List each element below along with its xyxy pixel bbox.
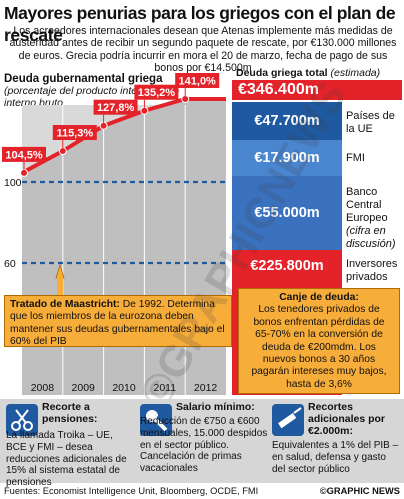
data-label-bg <box>52 125 97 141</box>
data-label: 127,8% <box>97 102 135 114</box>
data-label-bg <box>2 146 46 162</box>
syringe-icon <box>272 404 304 436</box>
debt-total-value: €346.400m <box>232 80 402 100</box>
page-title: Mayores penurias para los griegos con el… <box>4 3 396 45</box>
data-label: 135,2% <box>138 87 176 99</box>
maastricht-pointer-stem <box>57 277 63 296</box>
data-point <box>99 121 108 130</box>
credit: ©GRAPHIC NEWS <box>319 486 400 496</box>
data-label-bg <box>93 99 138 115</box>
x-tick-label: 2011 <box>154 382 177 394</box>
subtitle: Los acreedores internacionales desean qu… <box>9 25 397 75</box>
extra-cuts: Recortes adicionales por €2.000m: <box>308 401 386 437</box>
segment-ue: €47.700m <box>232 102 342 140</box>
pension-cut-text: La llamada Troika – UE, BCE y FMI – dese… <box>6 430 127 489</box>
canje-box: Canje de deuda: Los tenedores privados de… <box>238 288 400 394</box>
segment-fmi: €17.900m <box>232 140 342 176</box>
segment-bce: €55.000m <box>232 176 342 250</box>
label-bce: Banco Central Europeo (cifra en discusión) <box>346 186 396 250</box>
segment-ue-value: €47.700m <box>254 113 320 129</box>
data-point <box>20 168 28 177</box>
x-tick-label: 2009 <box>72 382 96 394</box>
y-tick-label: 100 <box>4 177 22 189</box>
label-ue: Países de la UE <box>346 110 395 135</box>
data-label-bg <box>134 84 179 100</box>
data-label: 115,3% <box>56 128 93 140</box>
data-label: 104,5% <box>5 149 43 161</box>
min-wage: Salario mínimo: <box>176 401 255 413</box>
segment-fmi-value: €17.900m <box>254 150 320 166</box>
pension-cut: Recorte a pensiones: <box>42 401 98 425</box>
bottom-strip <box>0 399 404 483</box>
sources: Fuentes: Economist Intelligence Unit, Bl… <box>4 486 259 496</box>
wrench-icon <box>140 404 172 436</box>
x-tick-label: 2010 <box>112 382 136 394</box>
debt-total-header: Deuda griega total (estimada) <box>236 67 381 79</box>
label-fmi: FMI <box>346 152 365 164</box>
scissors-icon <box>6 404 38 436</box>
data-point <box>140 106 149 115</box>
data-point <box>181 94 190 103</box>
data-point <box>58 147 67 156</box>
extra-cuts-text: Equivalentes a 1% del PIB – en salud, de… <box>272 440 399 475</box>
label-privados: Inversores privados <box>346 258 398 283</box>
maastricht-box: Tratado de Maastricht: De 1992. Determin… <box>4 295 232 347</box>
line-chart-title: Deuda gubernamental griega <box>4 73 163 85</box>
min-wage-text: Reducción de €750 a €600 mensuales, 15.0… <box>140 416 268 475</box>
data-label-bg <box>175 72 220 88</box>
segment-bce-value: €55.000m <box>254 205 320 221</box>
debt-line <box>21 96 226 175</box>
x-tick-label: 2012 <box>194 382 218 394</box>
x-tick-label: 2008 <box>31 382 55 394</box>
y-tick-label: 60 <box>4 258 16 270</box>
data-label: 141,0% <box>179 75 217 87</box>
segment-privados-value: €225.800m <box>250 258 324 274</box>
